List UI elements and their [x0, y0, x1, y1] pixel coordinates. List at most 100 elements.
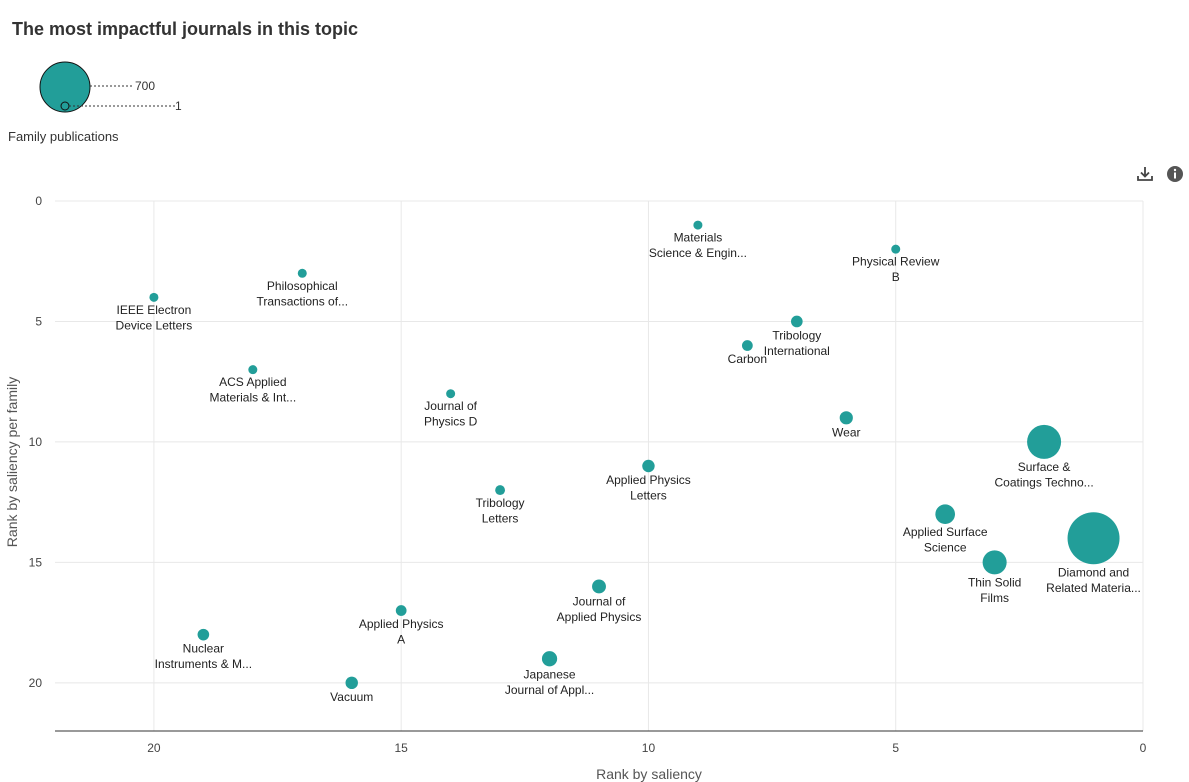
bubble-label: Related Materia...: [1046, 581, 1141, 595]
size-legend-max-bubble: [39, 61, 91, 113]
bubble: [345, 676, 358, 690]
bubble-label: Diamond and: [1058, 565, 1129, 579]
bubble-point[interactable]: Nuclear Instruments & M...: [155, 628, 252, 671]
bubble-label: Letters: [630, 489, 667, 503]
size-legend: 700 1: [0, 55, 220, 155]
bubble-label: A: [397, 632, 405, 646]
bubble-label: Coatings Techno...: [994, 475, 1093, 489]
bubble-point[interactable]: Tribology International: [764, 315, 830, 358]
bubble-point[interactable]: Applied Physics Letters: [606, 459, 691, 503]
bubble-label: Tribology: [772, 328, 821, 342]
bubble-label: IEEE Electron: [117, 303, 192, 317]
bubble-label: Materials & Int...: [209, 391, 296, 405]
bubble-label: B: [892, 270, 900, 284]
bubble-point[interactable]: Journal of Applied Physics: [557, 579, 642, 624]
bubble-label: Instruments & M...: [155, 657, 252, 671]
bubble-label: Science: [924, 541, 967, 555]
bubble-point[interactable]: Applied Surface Science: [903, 504, 988, 555]
bubble-label: Wear: [832, 425, 860, 439]
bubble-label: Transactions of...: [256, 294, 348, 308]
bubble-label: Tribology: [476, 496, 525, 510]
bubble-point[interactable]: Thin Solid Films: [968, 550, 1021, 605]
bubble-label: Materials: [674, 231, 723, 245]
size-legend-caption: Family publications: [8, 129, 119, 144]
bubble: [791, 315, 803, 328]
bubble-label: Journal of Appl...: [505, 683, 594, 697]
bubble: [297, 268, 307, 278]
size-legend-max-label: 700: [135, 79, 155, 93]
bubble-point[interactable]: Surface &Coatings Techno...: [994, 424, 1094, 490]
bubble-label: ACS Applied: [219, 375, 286, 389]
bubble-label: Philosophical: [267, 279, 338, 293]
bubble-label: Letters: [482, 512, 519, 526]
bubble-point[interactable]: Japanese Journal of Appl...: [505, 651, 594, 697]
y-tick-label: 15: [29, 555, 43, 569]
x-tick-label: 10: [642, 741, 656, 755]
bubble: [839, 411, 853, 425]
size-legend-graphic: 700 1: [39, 61, 182, 113]
chart-toolbar: [1135, 164, 1185, 184]
info-button[interactable]: [1165, 164, 1185, 184]
download-icon: [1137, 167, 1153, 181]
bubble: [248, 365, 258, 375]
x-tick-label: 20: [147, 741, 161, 755]
bubble-point[interactable]: Carbon: [728, 340, 767, 366]
bubble-label: Surface &: [1018, 460, 1071, 474]
y-tick-label: 20: [29, 676, 43, 690]
bubble-label: Thin Solid: [968, 575, 1021, 589]
y-tick-label: 0: [35, 194, 42, 208]
bubble-point[interactable]: Wear: [832, 411, 861, 439]
tick-layer: 20 15 10 5 0 0 5 10 15 20: [29, 194, 1147, 755]
size-legend-min-label: 1: [175, 99, 182, 113]
bubble-point[interactable]: ACS Applied Materials & Int...: [209, 365, 296, 405]
bubble-label: International: [764, 344, 830, 358]
bubble-label: Device Letters: [116, 318, 193, 332]
y-axis-title: Rank by saliency per family: [4, 377, 20, 547]
bubble: [1027, 424, 1062, 459]
info-icon: [1167, 166, 1183, 182]
download-button[interactable]: [1135, 164, 1155, 184]
bubble: [197, 628, 210, 641]
bubble: [541, 651, 558, 667]
bubble: [592, 579, 606, 594]
y-tick-label: 5: [35, 314, 42, 328]
bubble-label: Science & Engin...: [649, 246, 747, 260]
bubble: [982, 550, 1007, 575]
bubble-label: Journal of: [573, 594, 626, 608]
x-tick-label: 5: [892, 741, 899, 755]
bubble-label: Journal of: [424, 399, 477, 413]
x-tick-label: 0: [1140, 741, 1147, 755]
bubble-point[interactable]: Journal of Physics D: [424, 389, 478, 429]
bubble: [693, 220, 703, 230]
bubble-label: Applied Physics: [606, 473, 691, 487]
bubble: [446, 389, 456, 399]
bubble-label: Nuclear: [183, 641, 224, 655]
bubble: [891, 244, 901, 254]
bubble-label: Applied Physics: [359, 617, 444, 631]
bubble-point[interactable]: Tribology Letters: [476, 485, 525, 526]
bubble: [1067, 512, 1120, 565]
chart-title: The most impactful journals in this topi…: [12, 19, 359, 39]
bubble-label: Physical Review: [852, 255, 940, 269]
bubble-label: Physics D: [424, 415, 478, 429]
bubble-label: Films: [980, 591, 1009, 605]
bubble-label: Applied Physics: [557, 610, 642, 624]
bubble: [935, 504, 956, 525]
bubble-label: Japanese: [524, 667, 576, 681]
bubble: [741, 340, 753, 351]
bubble: [495, 485, 506, 496]
grid-layer: [55, 200, 1144, 731]
bubble-label: Applied Surface: [903, 525, 988, 539]
y-tick-label: 10: [29, 435, 43, 449]
bubble-point[interactable]: Diamond and Related Materia...: [1046, 512, 1141, 595]
bubble-point[interactable]: Vacuum: [330, 676, 373, 704]
bubble-label: Vacuum: [330, 690, 373, 704]
x-tick-label: 15: [395, 741, 409, 755]
